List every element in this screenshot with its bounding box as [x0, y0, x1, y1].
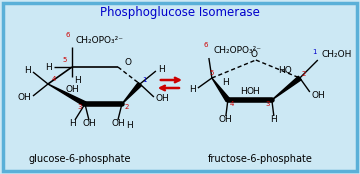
Text: H: H [240, 88, 247, 97]
Polygon shape [122, 82, 141, 104]
Text: H: H [270, 116, 277, 124]
Text: 4: 4 [52, 76, 57, 82]
Text: 5: 5 [63, 57, 67, 63]
Text: H: H [222, 77, 229, 86]
Text: OH: OH [219, 116, 233, 124]
Text: HO: HO [278, 65, 292, 74]
Text: H: H [127, 121, 133, 130]
Text: 5: 5 [210, 70, 214, 76]
Text: 6: 6 [203, 42, 208, 48]
Text: 2: 2 [125, 104, 129, 110]
Text: 3: 3 [77, 104, 82, 110]
Text: fructose-6-phosphate: fructose-6-phosphate [207, 154, 312, 164]
Text: OH: OH [111, 120, 125, 128]
Text: 1: 1 [142, 77, 147, 83]
Text: H: H [74, 76, 81, 85]
Text: Phosphoglucose Isomerase: Phosphoglucose Isomerase [100, 6, 260, 19]
Text: 2: 2 [302, 71, 306, 77]
Text: H: H [24, 65, 31, 74]
Polygon shape [48, 84, 86, 106]
FancyBboxPatch shape [3, 3, 357, 171]
Text: OH: OH [66, 85, 80, 94]
Text: H: H [158, 65, 165, 73]
Polygon shape [272, 76, 301, 100]
Text: OH: OH [156, 94, 170, 104]
Text: OH: OH [82, 120, 96, 128]
Text: CH₂OPO₃²⁻: CH₂OPO₃²⁻ [76, 35, 124, 45]
Text: glucose-6-phosphate: glucose-6-phosphate [29, 154, 131, 164]
Text: 1: 1 [312, 49, 317, 55]
Text: H: H [45, 62, 52, 72]
Text: OH: OH [312, 92, 325, 101]
Text: CH₂OPO₃²⁻: CH₂OPO₃²⁻ [214, 46, 262, 54]
Text: OH: OH [17, 93, 31, 102]
Text: OH: OH [246, 88, 260, 97]
Text: 6: 6 [66, 32, 70, 38]
Text: H: H [69, 120, 76, 128]
Text: CH₂OH: CH₂OH [322, 50, 352, 58]
Text: 3: 3 [265, 101, 270, 107]
Text: 4: 4 [230, 101, 234, 107]
Text: H: H [189, 85, 196, 94]
Polygon shape [212, 78, 230, 101]
Text: O: O [250, 50, 257, 58]
Text: O: O [125, 58, 131, 66]
